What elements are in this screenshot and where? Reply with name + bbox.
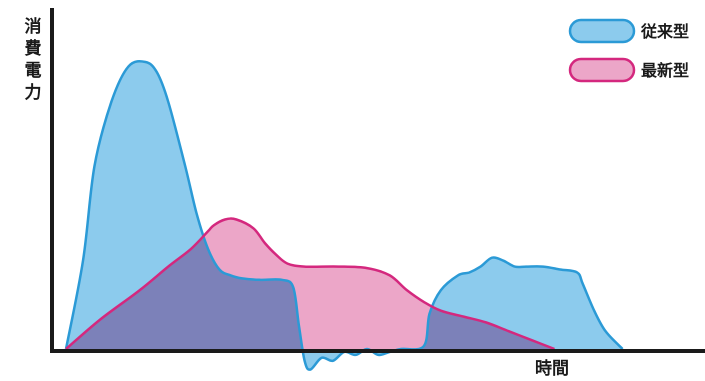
legend: 従来型 最新型 [568,18,689,83]
y-axis-title: 消費電力 [25,16,42,103]
legend-label-最新型: 最新型 [641,61,689,80]
y-axis-title-char: 費 [25,38,42,59]
series-line-従来型 [64,59,624,371]
legend-item-最新型: 最新型 [568,57,689,83]
legend-item-従来型: 従来型 [568,18,689,44]
legend-label-従来型: 従来型 [640,22,689,41]
y-axis-title-text: 消費電力 [25,16,42,103]
y-axis-title-char: 電 [25,61,42,81]
axes [50,8,705,353]
legend-swatch-従来型 [568,18,636,44]
plot-area [64,59,624,371]
series-line-最新型 [65,217,555,351]
y-axis-title-char: 力 [25,82,42,103]
y-axis-title-char: 消 [25,16,42,37]
legend-swatch-最新型 [568,57,636,83]
x-axis-title: 時間 [535,358,569,379]
